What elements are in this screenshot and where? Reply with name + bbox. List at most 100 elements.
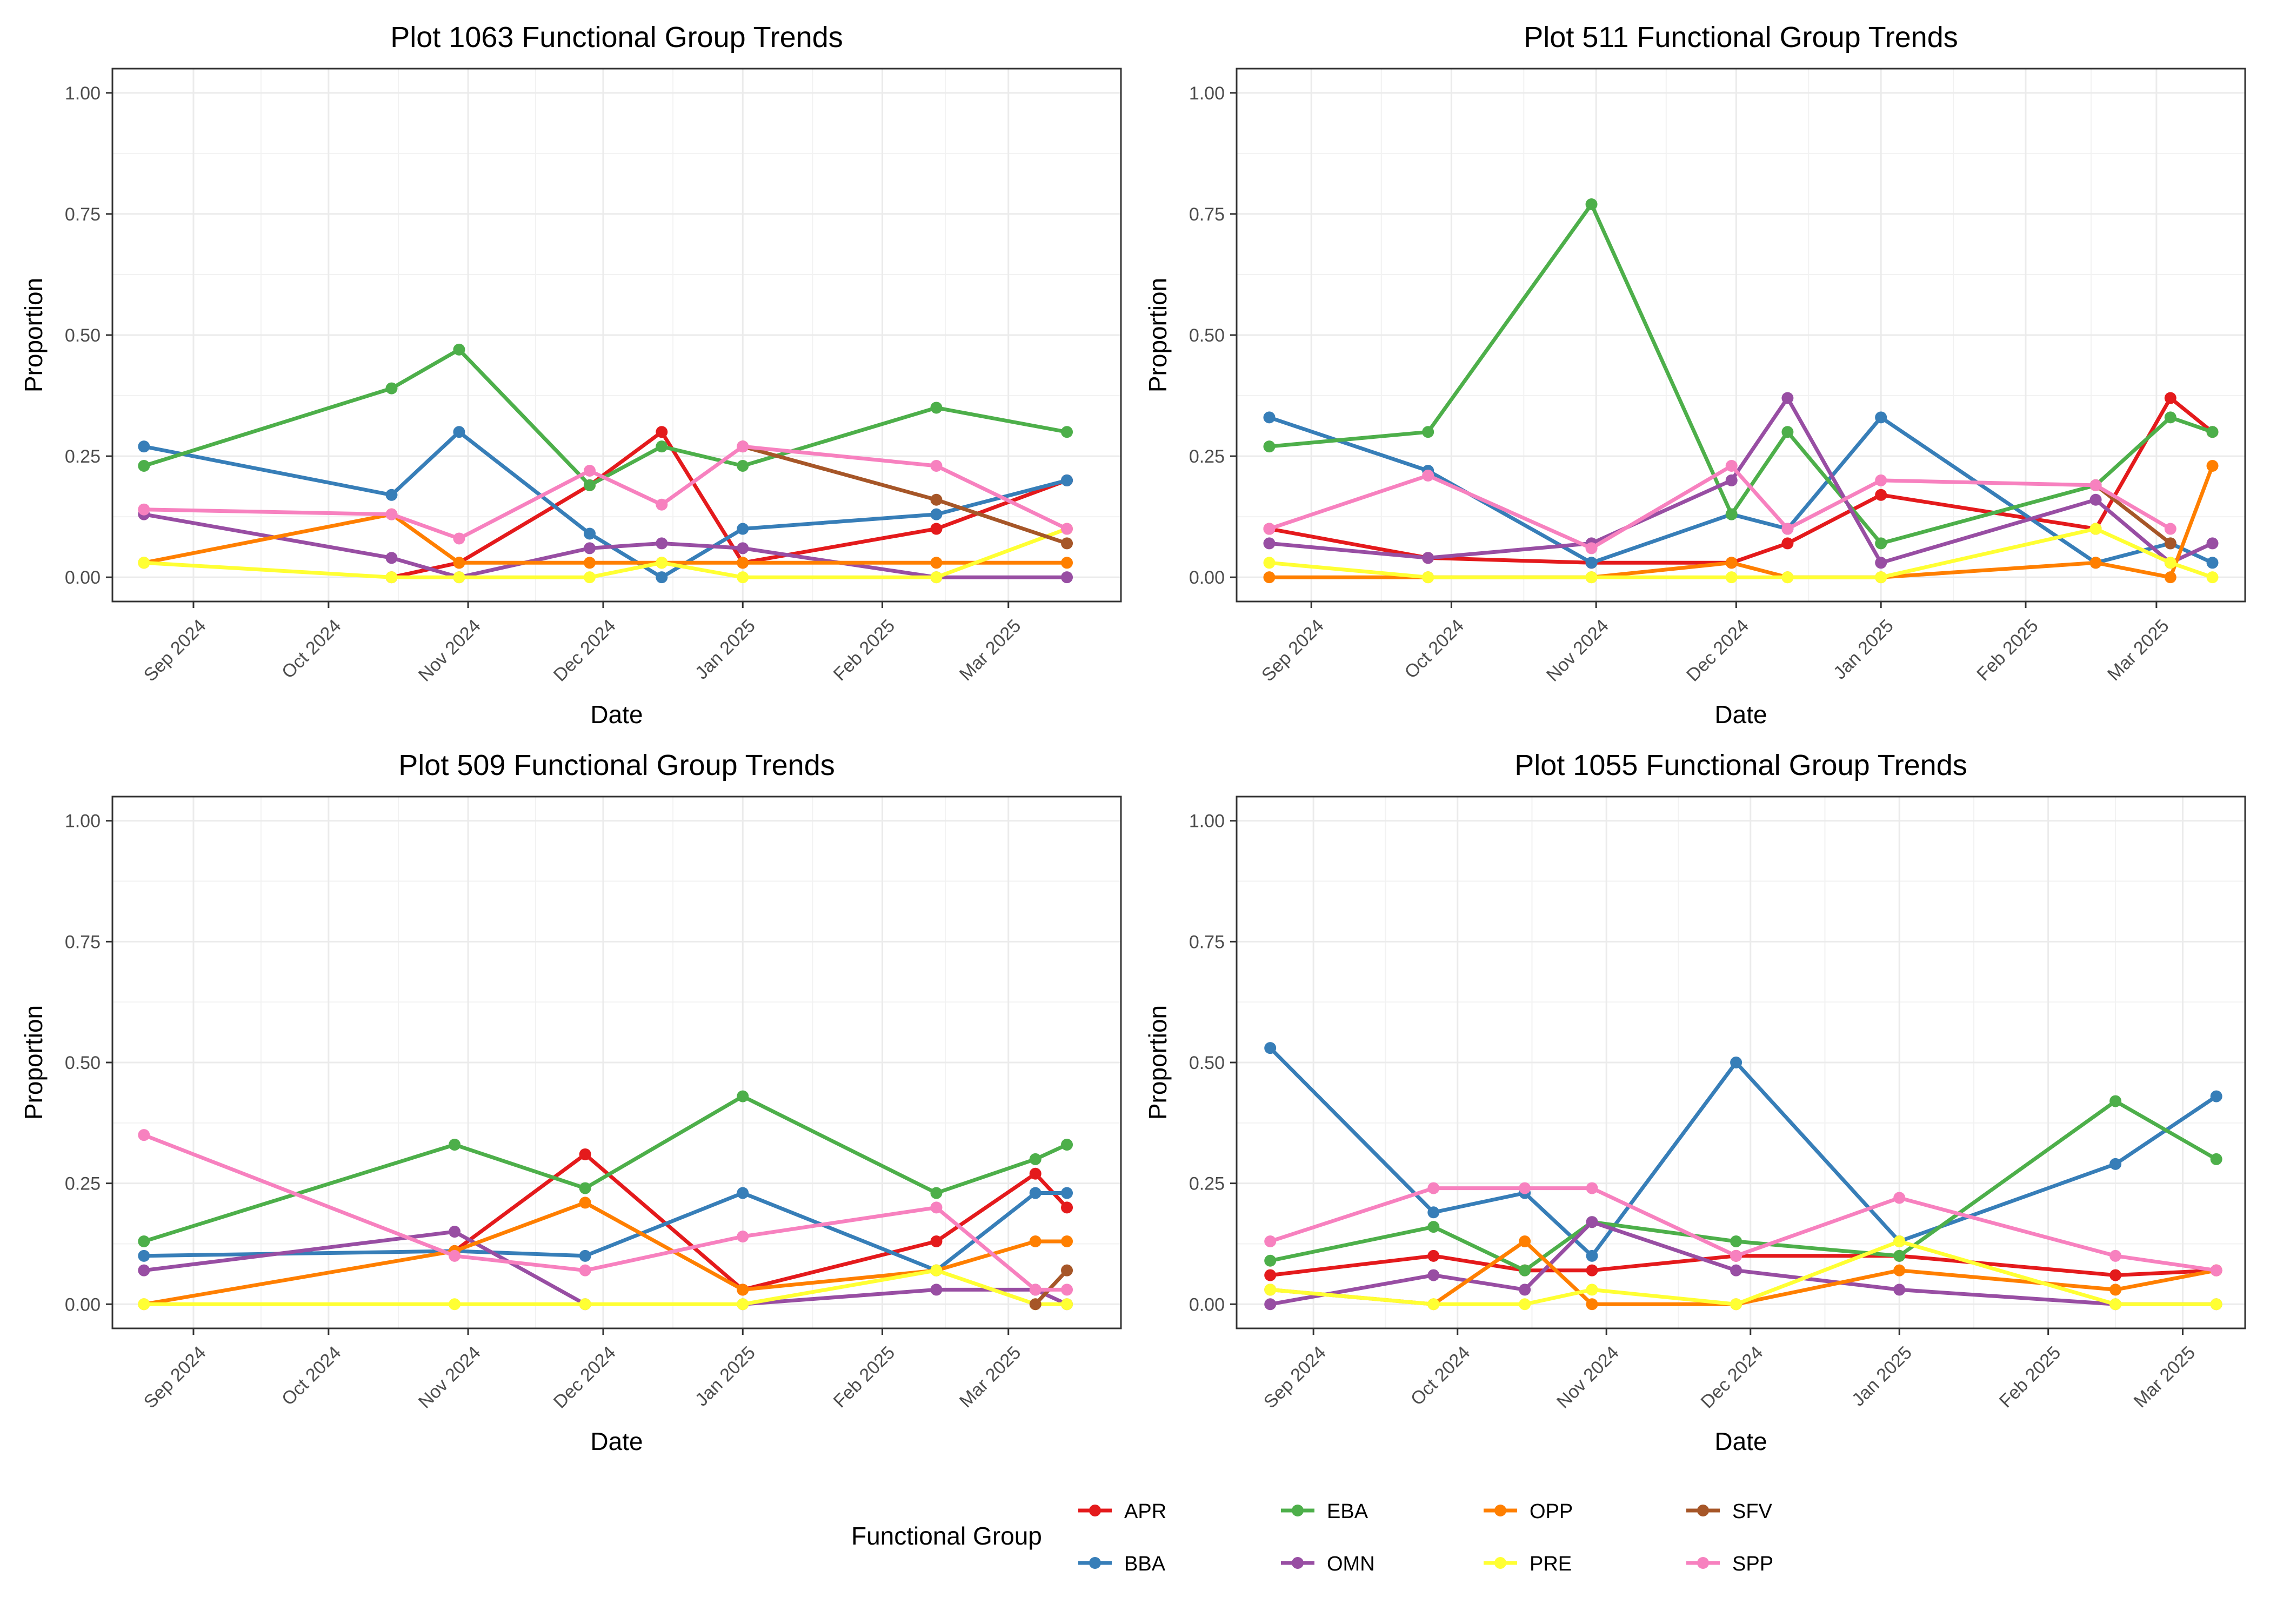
- data-point-eba: [2164, 411, 2176, 424]
- data-point-pre: [449, 1298, 461, 1311]
- data-point-sfv: [1061, 1264, 1073, 1277]
- data-point-apr: [656, 426, 668, 438]
- legend-label: BBA: [1124, 1553, 1166, 1575]
- data-point-eba: [1264, 1254, 1277, 1267]
- y-tick-label: 0.50: [65, 325, 101, 346]
- data-point-apr: [1586, 1264, 1598, 1277]
- data-point-pre: [1893, 1235, 1906, 1247]
- series-spp: [138, 440, 1073, 545]
- series-eba: [138, 1090, 1073, 1247]
- data-point-spp: [1427, 1182, 1440, 1194]
- data-point-opp: [737, 1284, 749, 1296]
- legend-label: OMN: [1327, 1553, 1375, 1575]
- data-point-omn: [449, 1226, 461, 1238]
- legend-key-point: [1697, 1557, 1709, 1569]
- data-point-pre: [579, 1298, 591, 1311]
- data-point-eba: [584, 479, 596, 491]
- y-tick-label: 0.75: [65, 204, 101, 225]
- y-tick-label: 0.50: [1189, 325, 1225, 346]
- data-point-pre: [1585, 571, 1598, 584]
- series-spp: [138, 1129, 1073, 1296]
- legend-item-sfv: SFV: [1686, 1500, 1773, 1523]
- data-point-pre: [1519, 1298, 1531, 1311]
- data-point-eba: [1585, 198, 1598, 210]
- data-point-opp: [2109, 1284, 2122, 1296]
- series-line-spp: [1268, 464, 2172, 550]
- data-point-pre: [1061, 1298, 1073, 1311]
- data-point-omn: [656, 537, 668, 550]
- data-point-sfv: [2164, 537, 2176, 550]
- legend-label: APR: [1124, 1500, 1166, 1523]
- data-point-eba: [453, 343, 465, 356]
- series-line-omn: [143, 512, 1067, 579]
- data-point-spp: [737, 440, 749, 453]
- data-point-opp: [453, 557, 465, 569]
- data-point-bba: [584, 527, 596, 540]
- series-line-eba: [1270, 1099, 2218, 1273]
- data-point-omn: [1427, 1269, 1440, 1281]
- data-point-opp: [2206, 460, 2219, 472]
- data-point-apr: [1264, 1269, 1277, 1281]
- panel-title: Plot 511 Functional Group Trends: [1524, 21, 1958, 54]
- data-point-opp: [1893, 1264, 1906, 1277]
- y-axis-title: Proportion: [19, 278, 48, 392]
- y-tick-label: 1.00: [1189, 811, 1225, 832]
- data-point-eba: [2206, 426, 2219, 438]
- grid: [112, 69, 1121, 602]
- legend-item-omn: OMN: [1281, 1553, 1375, 1575]
- data-point-spp: [737, 1231, 749, 1243]
- data-point-eba: [1781, 426, 1794, 438]
- data-point-pre: [1875, 571, 1887, 584]
- data-point-omn: [1893, 1284, 1906, 1296]
- data-point-omn: [1730, 1264, 1742, 1277]
- data-point-bba: [1061, 474, 1073, 486]
- data-point-pre: [737, 1298, 749, 1311]
- data-point-eba: [930, 402, 943, 414]
- data-point-spp: [1725, 460, 1738, 472]
- legend-item-apr: APR: [1078, 1500, 1166, 1523]
- series-line-opp: [143, 512, 1067, 565]
- legend-label: OPP: [1530, 1500, 1573, 1523]
- legend-label: PRE: [1530, 1553, 1572, 1575]
- data-point-pre: [385, 571, 398, 584]
- data-point-pre: [1264, 1284, 1277, 1296]
- legend-label: EBA: [1327, 1500, 1368, 1523]
- data-point-apr: [1427, 1249, 1440, 1262]
- series-line-pre: [1270, 1239, 2216, 1306]
- panel-title: Plot 1055 Functional Group Trends: [1514, 749, 1967, 781]
- data-point-bba: [737, 523, 749, 535]
- y-tick-label: 0.00: [65, 1294, 101, 1315]
- data-point-eba: [385, 382, 398, 395]
- y-tick-label: 0.00: [65, 567, 101, 588]
- data-point-spp: [656, 498, 668, 511]
- series-spp: [1263, 460, 2176, 554]
- panel-title: Plot 1063 Functional Group Trends: [390, 21, 843, 54]
- data-point-omn: [1422, 552, 1434, 564]
- data-point-bba: [1586, 1249, 1598, 1262]
- data-point-pre: [2089, 523, 2102, 535]
- data-point-omn: [2089, 493, 2102, 506]
- data-point-pre: [930, 571, 943, 584]
- data-point-eba: [737, 1090, 749, 1102]
- x-axis-title: Date: [590, 700, 643, 729]
- data-point-omn: [138, 1264, 150, 1277]
- legend-key-point: [1494, 1557, 1506, 1569]
- legend-item-bba: BBA: [1078, 1553, 1166, 1575]
- data-point-spp: [1586, 1182, 1598, 1194]
- series-line-bba: [143, 430, 1067, 579]
- data-point-pre: [2206, 571, 2219, 584]
- data-point-opp: [737, 557, 749, 569]
- data-point-eba: [1061, 426, 1073, 438]
- y-tick-label: 1.00: [1189, 83, 1225, 104]
- series-line-bba: [1268, 1046, 2218, 1258]
- data-point-omn: [2206, 537, 2219, 550]
- data-point-omn: [930, 1284, 943, 1296]
- y-tick-label: 0.50: [1189, 1053, 1225, 1073]
- data-point-pre: [1586, 1284, 1598, 1296]
- series-line-spp: [1270, 1186, 2217, 1273]
- x-axis-title: Date: [1714, 700, 1767, 729]
- series-bba: [138, 426, 1073, 584]
- legend-item-spp: SPP: [1686, 1553, 1773, 1575]
- y-tick-label: 0.25: [65, 1174, 101, 1194]
